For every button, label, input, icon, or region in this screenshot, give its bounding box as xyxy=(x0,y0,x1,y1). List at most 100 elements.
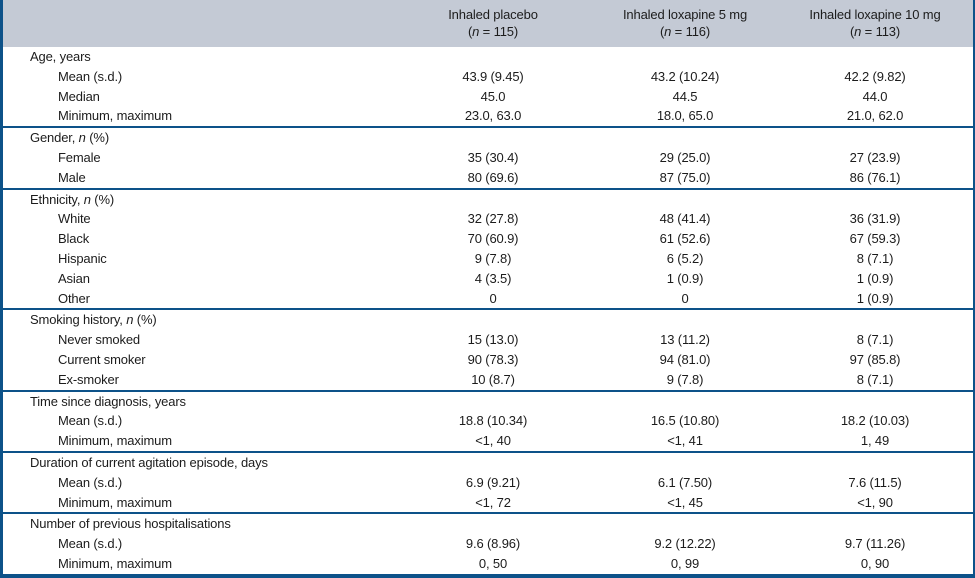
table-row: Minimum, maximum 0, 50 0, 99 0, 90 xyxy=(3,554,973,574)
column-title: Inhaled loxapine 5 mg xyxy=(593,6,777,23)
table-section: Duration of current agitation episode, d… xyxy=(3,451,973,513)
text-run: Number of previous hospitalisations xyxy=(30,516,231,532)
column-n-count: (n = 113) xyxy=(777,23,973,40)
text-run: Mean (s.d.) xyxy=(58,536,123,552)
text-run: ( xyxy=(849,24,855,39)
text-run: White xyxy=(58,211,91,227)
text-run: Female xyxy=(58,149,101,165)
cell-value: 80 (69.6) xyxy=(467,169,519,185)
cell-value: 94 (81.0) xyxy=(659,351,711,367)
table-row: Mean (s.d.) 18.8 (10.34) 16.5 (10.80) 18.2 … xyxy=(3,411,973,431)
text-run: Time since diagnosis, years xyxy=(30,393,186,409)
cell-value: 10 (8.7) xyxy=(471,371,515,387)
section-label: Duration of current agitation episode, d… xyxy=(3,452,973,473)
cell-value: 0 xyxy=(489,290,497,306)
cell-value: 1 (0.9) xyxy=(856,290,894,306)
text-run: Smoking history, xyxy=(30,312,127,328)
text-run: Gender, xyxy=(30,130,79,146)
italic-text-run: n xyxy=(854,24,862,39)
cell-value: 97 (85.8) xyxy=(849,351,901,367)
cell-value: 8 (7.1) xyxy=(856,250,894,266)
table-section: Smoking history, n (%) Never smoked 15 (13… xyxy=(3,309,973,390)
table-row: Mean (s.d.) 6.9 (9.21) 6.1 (7.50) 7.6 (11.5… xyxy=(3,473,973,493)
cell-value: 86 (76.1) xyxy=(849,169,901,185)
cell-value: 61 (52.6) xyxy=(659,231,711,247)
cell-value: 9.2 (12.22) xyxy=(654,536,716,552)
cell-value: 8 (7.1) xyxy=(856,371,894,387)
cell-value: 6 (5.2) xyxy=(666,250,704,266)
text-run: Minimum, maximum xyxy=(58,433,172,449)
row-label: White xyxy=(3,209,393,229)
cell-value: 45.0 xyxy=(480,88,506,104)
text-run: ( xyxy=(467,24,473,39)
table-row: Female 35 (30.4) 29 (25.0) 27 (23.9) xyxy=(3,148,973,168)
text-run: Mean (s.d.) xyxy=(58,474,123,490)
text-run: Male xyxy=(58,169,86,185)
italic-text-run: n xyxy=(472,24,480,39)
text-run: (%) xyxy=(90,191,115,207)
section-label: Smoking history, n (%) xyxy=(3,309,973,330)
row-label: Black xyxy=(3,229,393,249)
cell-value: 6.1 (7.50) xyxy=(657,474,713,490)
text-run: Never smoked xyxy=(58,332,141,348)
text-run: Minimum, maximum xyxy=(58,108,172,124)
cell-value: 16.5 (10.80) xyxy=(650,413,720,429)
section-header-row: Number of previous hospitalisations xyxy=(3,513,973,534)
column-title: Inhaled placebo xyxy=(393,6,593,23)
row-label: Never smoked xyxy=(3,330,393,350)
header-col-loxapine-10mg: Inhaled loxapine 10 mg (n = 113) xyxy=(777,0,973,47)
section-label: Ethnicity, n (%) xyxy=(3,189,973,210)
text-run: Inhaled loxapine 5 mg xyxy=(622,7,748,22)
text-run: Age, years xyxy=(30,49,91,64)
section-header-row: Age, years xyxy=(3,47,973,67)
row-label: Minimum, maximum xyxy=(3,106,393,127)
header-col-loxapine-5mg: Inhaled loxapine 5 mg (n = 116) xyxy=(593,0,777,47)
cell-value: <1, 90 xyxy=(857,494,893,510)
section-header-row: Smoking history, n (%) xyxy=(3,309,973,330)
text-run: Ethnicity, xyxy=(30,191,84,207)
text-run: (%) xyxy=(133,312,157,328)
text-run: Black xyxy=(58,231,90,247)
cell-value: 1, 49 xyxy=(860,433,890,449)
cell-value: 35 (30.4) xyxy=(467,149,519,165)
section-label: Gender, n (%) xyxy=(3,127,973,148)
table-row: White 32 (27.8) 48 (41.4) 36 (31.9) xyxy=(3,209,973,229)
table-row: Minimum, maximum 23.0, 63.0 18.0, 65.0 21.0… xyxy=(3,106,973,127)
row-label: Hispanic xyxy=(3,249,393,269)
row-label: Mean (s.d.) xyxy=(3,534,393,554)
cell-value: 9 (7.8) xyxy=(474,250,512,266)
cell-value: 44.0 xyxy=(862,88,888,104)
table-row: Median 45.0 44.5 44.0 xyxy=(3,87,973,107)
table-row: Male 80 (69.6) 87 (75.0) 86 (76.1) xyxy=(3,168,973,189)
table-row: Current smoker 90 (78.3) 94 (81.0) 97 (85.8… xyxy=(3,350,973,370)
section-label: Time since diagnosis, years xyxy=(3,391,973,412)
cell-value: 36 (31.9) xyxy=(849,211,901,227)
section-label: Age, years xyxy=(3,47,973,67)
table-section: Time since diagnosis, years Mean (s.d.) 18… xyxy=(3,390,973,452)
row-label: Median xyxy=(3,87,393,107)
cell-value: 29 (25.0) xyxy=(659,149,711,165)
cell-value: 8 (7.1) xyxy=(856,332,894,348)
cell-value: 18.8 (10.34) xyxy=(458,413,528,429)
text-run: Ex-smoker xyxy=(58,371,119,387)
cell-value: 48 (41.4) xyxy=(659,211,711,227)
text-run: Median xyxy=(58,88,100,104)
cell-value: 0, 90 xyxy=(860,555,890,571)
table-row: Minimum, maximum <1, 40 <1, 41 1, 49 xyxy=(3,431,973,452)
row-label: Minimum, maximum xyxy=(3,431,393,452)
text-run: Asian xyxy=(58,270,90,286)
section-label: Number of previous hospitalisations xyxy=(3,513,973,534)
section-header-row: Ethnicity, n (%) xyxy=(3,189,973,210)
section-header-row: Gender, n (%) xyxy=(3,127,973,148)
row-label: Mean (s.d.) xyxy=(3,67,393,87)
cell-value: <1, 72 xyxy=(475,494,511,510)
text-run: (%) xyxy=(85,130,109,146)
italic-text-run: n xyxy=(126,312,134,328)
text-run: Hispanic xyxy=(58,250,107,266)
cell-value: 21.0, 62.0 xyxy=(846,108,904,124)
column-n-count: (n = 115) xyxy=(393,23,593,40)
text-run: Mean (s.d.) xyxy=(58,68,123,84)
cell-value: <1, 40 xyxy=(475,433,511,449)
text-run: Other xyxy=(58,290,90,306)
row-label: Mean (s.d.) xyxy=(3,411,393,431)
